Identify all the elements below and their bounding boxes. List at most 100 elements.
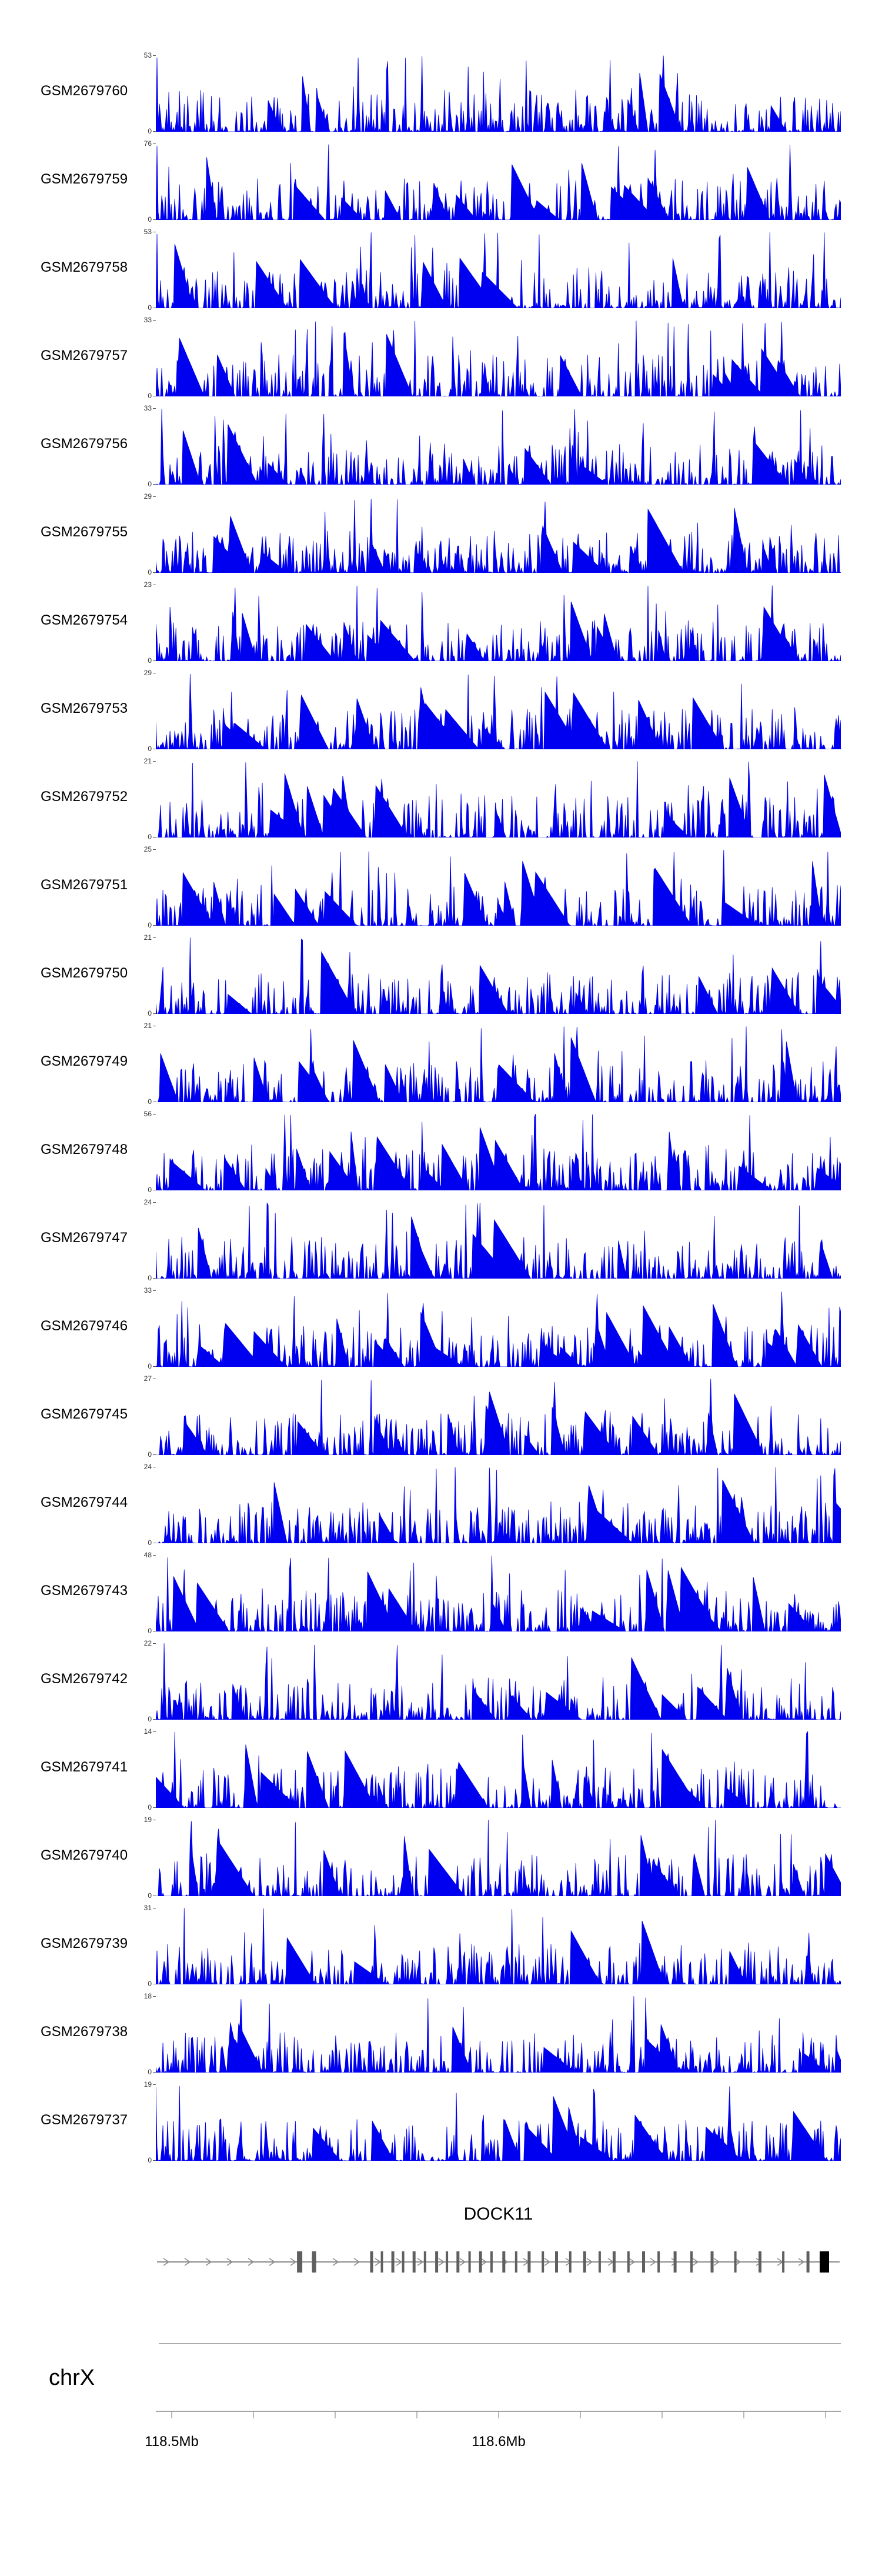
coverage-signal-svg [156,850,841,926]
y-axis-zero-value: 0 [148,1627,152,1635]
track-label: GSM2679747 [41,1230,128,1246]
coverage-plot [156,849,841,926]
coverage-track-row: GSM2679738 18 0 [0,1988,882,2076]
exon-box [806,2251,810,2273]
track-label: GSM2679742 [41,1671,128,1687]
y-axis-max-value: 19 [143,2080,152,2088]
coverage-plot [156,2084,841,2161]
coverage-signal-svg [156,937,841,1014]
coverage-signal-svg [156,1731,841,1808]
coverage-signal-area [156,1379,841,1455]
exon-box [502,2251,506,2273]
track-label: GSM2679741 [41,1759,128,1775]
coverage-signal-area [156,144,841,220]
y-axis-zero-value: 0 [148,215,152,223]
y-axis-max-value: 33 [143,316,152,324]
terminal-exon-box [820,2251,829,2273]
coverage-signal-area [156,1202,841,1279]
track-label: GSM2679754 [41,612,128,628]
coverage-track-row: GSM2679758 53 0 [0,223,882,312]
exon-box [479,2251,482,2273]
track-label: GSM2679758 [41,259,128,275]
axis-tick-label: 118.5Mb [145,2434,199,2450]
y-axis-tick [153,131,156,132]
coverage-signal-svg [156,1026,841,1102]
coverage-plot [156,1379,841,1455]
coverage-plot [156,232,841,308]
y-axis-zero-value: 0 [148,1891,152,1900]
coverage-track-row: GSM2679747 24 0 [0,1194,882,1282]
coverage-signal-area [156,1467,841,1543]
track-label: GSM2679748 [41,1142,128,1157]
coverage-signal-area [156,673,841,749]
y-axis-max-value: 56 [143,1110,152,1118]
y-axis-max-value: 33 [143,404,152,412]
coverage-track-row: GSM2679745 27 0 [0,1370,882,1459]
y-axis-max-value: 21 [143,933,152,942]
y-axis-tick [153,925,156,926]
y-axis-tick [153,484,156,485]
coverage-plot [156,1996,841,2073]
y-axis-max-value: 29 [143,492,152,500]
coverage-signal-area [156,761,841,837]
strand-arrow-icon [396,2258,403,2266]
exon-box [673,2251,677,2273]
coverage-track-row: GSM2679753 29 0 [0,665,882,753]
coverage-signal-svg [156,1467,841,1543]
coverage-signal-area [156,1908,841,1984]
coverage-signal-svg [156,673,841,749]
y-axis-max-value: 24 [143,1463,152,1471]
coverage-signal-area [156,1026,841,1102]
exon-box [312,2251,316,2273]
coverage-signal-area [156,585,841,661]
y-axis-tick [153,2160,156,2161]
exon-box [642,2251,645,2273]
coverage-track-row: GSM2679741 14 0 [0,1723,882,1811]
coverage-signal-svg [156,1292,841,1367]
coverage-signal-area [156,1996,841,2073]
y-axis-tick [153,1807,156,1808]
strand-arrow-icon [586,2258,593,2266]
strand-arrow-icon [332,2258,339,2266]
coverage-plot [156,937,841,1014]
coverage-track-row: GSM2679755 29 0 [0,488,882,576]
exon-box [598,2251,601,2273]
y-axis-max-value: 25 [143,845,152,853]
strand-arrow-icon [438,2258,445,2266]
y-axis-tick [153,1643,156,1644]
strand-arrow-icon [629,2258,636,2266]
y-axis-zero-value: 0 [148,303,152,312]
strand-arrow-icon [163,2258,170,2266]
track-label: GSM2679745 [41,1406,128,1422]
y-axis-tick [153,937,156,938]
y-axis-max-value: 18 [143,1992,152,2000]
exon-box [456,2251,460,2273]
track-label: GSM2679744 [41,1494,128,1510]
exon-box [759,2251,761,2273]
coverage-track-row: GSM2679751 25 0 [0,841,882,929]
coverage-signal-svg [156,321,841,396]
strand-arrow-icon [353,2258,360,2266]
y-axis-zero-value: 0 [148,1362,152,1370]
y-axis-tick [153,408,156,409]
coverage-track-row: GSM2679744 24 0 [0,1459,882,1547]
exon-box [468,2251,471,2273]
track-label: GSM2679743 [41,1583,128,1599]
exon-box [555,2251,558,2273]
coverage-signal-svg [156,2086,841,2161]
coverage-signal-area [156,1643,841,1720]
coverage-track-row: GSM2679743 48 0 [0,1547,882,1635]
coverage-signal-svg [156,144,841,220]
exon-box [569,2251,572,2273]
coverage-signal-svg [156,761,841,837]
y-axis-zero-value: 0 [148,392,152,400]
genome-axis-svg [156,2411,841,2418]
y-axis-zero-value: 0 [148,745,152,753]
y-axis-tick [153,219,156,220]
coverage-plot [156,1467,841,1543]
track-label: GSM2679759 [41,171,128,187]
genome-axis-track [156,2408,841,2425]
y-axis-tick [153,1013,156,1014]
track-label: GSM2679750 [41,965,128,981]
track-label: GSM2679753 [41,700,128,716]
